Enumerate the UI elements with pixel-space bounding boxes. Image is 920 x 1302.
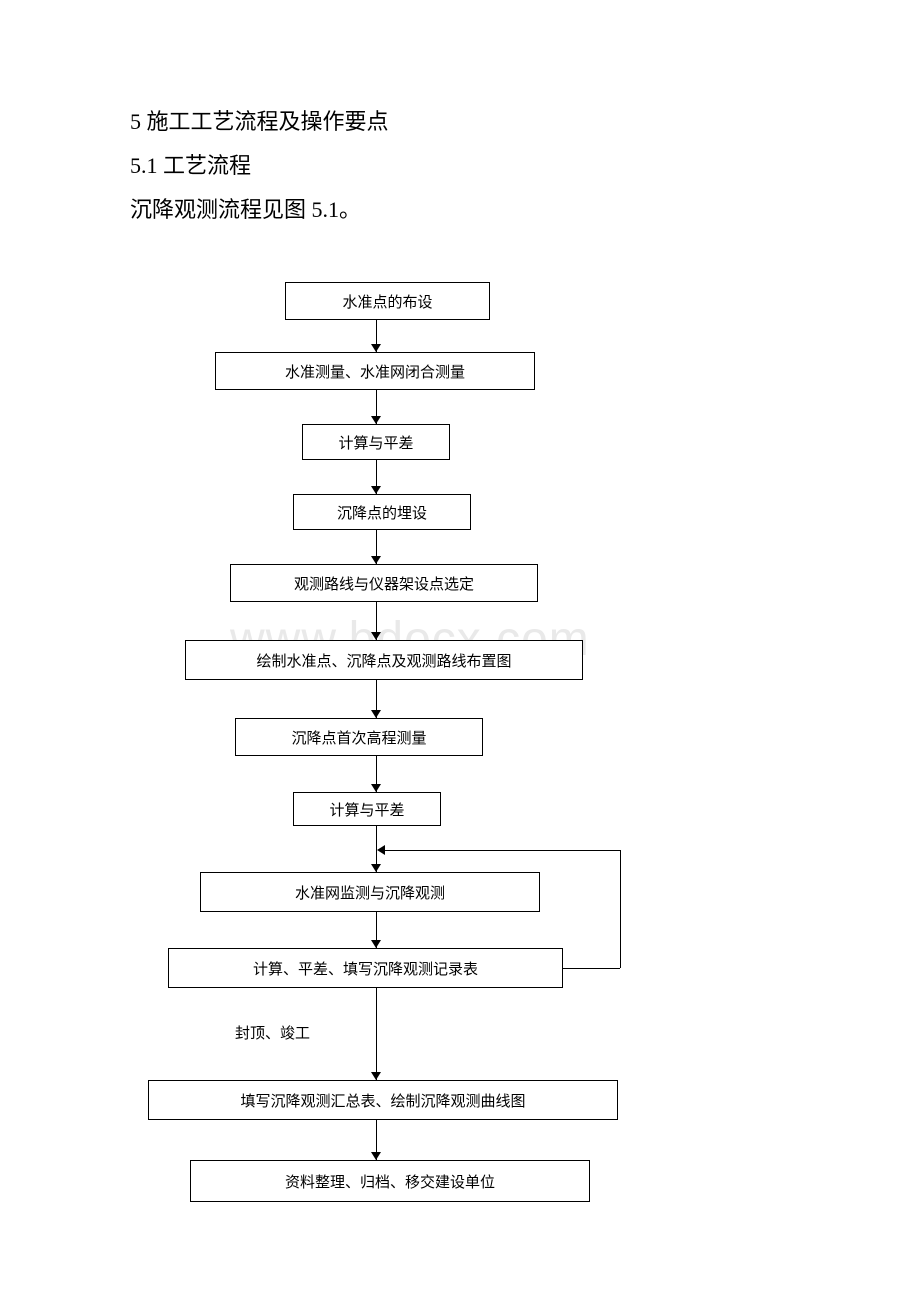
arrowhead-icon <box>371 556 381 564</box>
arrowhead-icon <box>371 940 381 948</box>
flow-node-n7: 沉降点首次高程测量 <box>235 718 483 756</box>
heading-caption-intro: 沉降观测流程见图 5.1。 <box>130 188 790 232</box>
flow-node-n3: 计算与平差 <box>302 424 450 460</box>
flow-node-n11: 填写沉降观测汇总表、绘制沉降观测曲线图 <box>148 1080 618 1120</box>
flow-node-n4: 沉降点的埋设 <box>293 494 471 530</box>
flow-node-n2: 水准测量、水准网闭合测量 <box>215 352 535 390</box>
flow-node-n5: 观测路线与仪器架设点选定 <box>230 564 538 602</box>
flow-node-n10: 计算、平差、填写沉降观测记录表 <box>168 948 563 988</box>
flow-node-n9: 水准网监测与沉降观测 <box>200 872 540 912</box>
arrowhead-icon <box>371 1072 381 1080</box>
heading-subsection: 5.1 工艺流程 <box>130 144 790 188</box>
flow-node-n6: 绘制水准点、沉降点及观测路线布置图 <box>185 640 583 680</box>
arrowhead-icon <box>371 864 381 872</box>
connector-n10-n11 <box>376 988 377 1080</box>
arrowhead-icon <box>371 416 381 424</box>
flow-node-n1: 水准点的布设 <box>285 282 490 320</box>
flow-node-n12: 资料整理、归档、移交建设单位 <box>190 1160 590 1202</box>
arrowhead-icon <box>371 486 381 494</box>
arrowhead-icon <box>371 784 381 792</box>
side-label-completion: 封顶、竣工 <box>235 1022 310 1043</box>
arrowhead-icon <box>371 710 381 718</box>
loop-seg-h2 <box>383 850 620 851</box>
arrowhead-icon <box>371 344 381 352</box>
loop-seg-v1 <box>620 850 621 968</box>
loop-arrowhead-icon <box>377 845 385 855</box>
loop-seg-h1 <box>563 968 620 969</box>
flow-node-n8: 计算与平差 <box>293 792 441 826</box>
arrowhead-icon <box>371 1152 381 1160</box>
arrowhead-icon <box>371 632 381 640</box>
heading-section: 5 施工工艺流程及操作要点 <box>130 100 790 144</box>
flowchart-canvas: www.bdocx.com 水准点的布设水准测量、水准网闭合测量计算与平差沉降点… <box>130 282 790 1242</box>
